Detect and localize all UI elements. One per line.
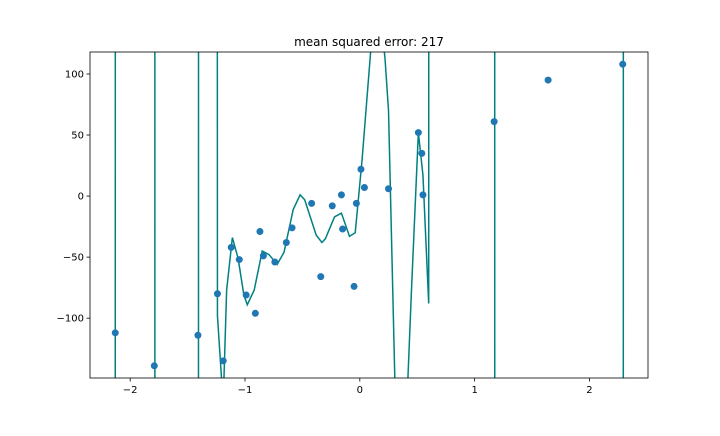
data-point — [419, 191, 427, 199]
plot-area — [111, 52, 627, 378]
chart-title: mean squared error: 217 — [294, 35, 444, 49]
data-point — [337, 191, 345, 199]
data-point — [328, 202, 336, 210]
data-point — [350, 282, 358, 290]
data-point — [385, 185, 393, 193]
data-point — [242, 291, 250, 299]
data-point — [317, 273, 325, 281]
data-point — [194, 331, 202, 339]
data-point — [544, 76, 552, 84]
data-point — [235, 256, 243, 264]
data-point — [227, 243, 235, 251]
fit-line — [114, 52, 625, 378]
data-point — [308, 199, 316, 207]
data-point — [213, 290, 221, 298]
data-point — [360, 184, 368, 192]
y-tick-label: 0 — [78, 192, 84, 203]
data-point — [414, 129, 422, 137]
data-point — [418, 149, 426, 157]
data-point — [357, 165, 365, 173]
data-point — [282, 238, 290, 246]
data-point — [259, 252, 267, 260]
data-point — [352, 199, 360, 207]
data-point — [490, 118, 498, 126]
y-tick-label: −100 — [57, 314, 84, 325]
data-point — [256, 227, 264, 235]
y-tick-label: 50 — [71, 131, 84, 142]
x-tick-label: −2 — [123, 385, 138, 396]
data-point — [111, 329, 119, 337]
data-point — [219, 357, 227, 365]
data-point — [288, 224, 296, 232]
y-tick-label: 100 — [65, 69, 84, 80]
data-point — [251, 309, 259, 317]
data-point — [271, 258, 279, 266]
data-point — [150, 362, 158, 370]
y-tick-label: −50 — [63, 253, 84, 264]
x-tick-label: 1 — [471, 385, 477, 396]
axes-frame — [89, 51, 649, 379]
data-point — [339, 225, 347, 233]
x-tick-label: −1 — [238, 385, 253, 396]
x-tick-label: 0 — [357, 385, 363, 396]
x-tick-label: 2 — [586, 385, 592, 396]
data-point — [619, 60, 627, 68]
